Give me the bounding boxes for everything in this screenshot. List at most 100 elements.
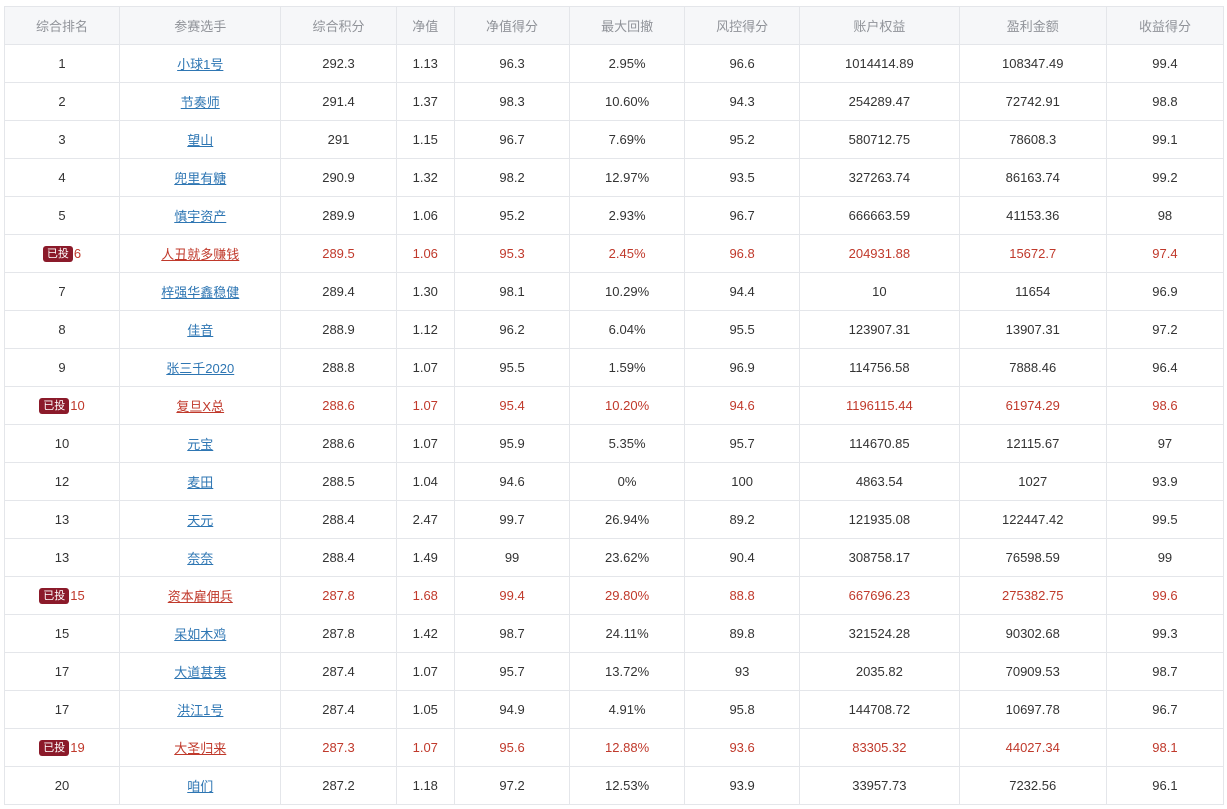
rank-cell: 13	[3, 538, 121, 577]
player-cell: 奈奈	[119, 538, 282, 577]
nav-score-cell: 95.3	[454, 234, 571, 273]
nav-cell: 1.07	[395, 728, 456, 767]
equity-cell: 4863.54	[799, 462, 960, 501]
player-cell: 大道甚夷	[119, 652, 282, 691]
rank-cell: 7	[3, 272, 121, 311]
rank-value: 4	[58, 170, 66, 185]
player-link[interactable]: 大圣归来	[174, 741, 227, 756]
profit-cell: 41153.36	[958, 196, 1107, 235]
player-link[interactable]: 天元	[187, 513, 214, 528]
rank-cell: 20	[3, 766, 121, 805]
nav-score-cell: 98.7	[454, 614, 571, 653]
equity-cell: 321524.28	[799, 614, 960, 653]
column-header-nav-score: 净值得分	[454, 6, 571, 45]
score-cell: 288.5	[280, 462, 397, 501]
risk-score-cell: 90.4	[684, 538, 801, 577]
player-link[interactable]: 望山	[187, 133, 214, 148]
nav-score-cell: 96.3	[454, 44, 571, 83]
table-row: 已投 10 复旦X总 288.6 1.07 95.4 10.20% 94.6 1196115.4…	[3, 386, 1225, 425]
risk-score-cell: 93.5	[684, 158, 801, 197]
player-link[interactable]: 佳音	[187, 323, 214, 338]
player-link[interactable]: 洪江1号	[177, 703, 224, 718]
return-score-cell: 99.1	[1105, 120, 1225, 159]
player-cell: 元宝	[119, 424, 282, 463]
max-drawdown-cell: 2.45%	[569, 234, 686, 273]
nav-cell: 1.06	[395, 234, 456, 273]
max-drawdown-cell: 10.20%	[569, 386, 686, 425]
player-link[interactable]: 麦田	[187, 475, 214, 490]
profit-cell: 10697.78	[958, 690, 1107, 729]
max-drawdown-cell: 4.91%	[569, 690, 686, 729]
column-header-risk-score: 风控得分	[684, 6, 801, 45]
profit-cell: 108347.49	[958, 44, 1107, 83]
nav-cell: 2.47	[395, 500, 456, 539]
score-cell: 287.8	[280, 614, 397, 653]
risk-score-cell: 94.4	[684, 272, 801, 311]
rank-cell: 17	[3, 690, 121, 729]
score-cell: 287.8	[280, 576, 397, 615]
player-cell: 梓强华鑫稳健	[119, 272, 282, 311]
nav-cell: 1.42	[395, 614, 456, 653]
player-cell: 慎宇资产	[119, 196, 282, 235]
player-cell: 佳音	[119, 310, 282, 349]
risk-score-cell: 96.7	[684, 196, 801, 235]
nav-cell: 1.06	[395, 196, 456, 235]
table-row: 8 佳音 288.9 1.12 96.2 6.04% 95.5 123907.31 13907.…	[3, 310, 1225, 349]
player-link[interactable]: 奈奈	[187, 551, 214, 566]
player-link[interactable]: 人丑就多赚钱	[161, 247, 240, 262]
table-body: 1 小球1号 292.3 1.13 96.3 2.95% 96.6 1014414.89 108…	[3, 44, 1225, 805]
rank-value: 13	[54, 512, 70, 527]
nav-score-cell: 95.6	[454, 728, 571, 767]
return-score-cell: 93.9	[1105, 462, 1225, 501]
player-link[interactable]: 小球1号	[177, 57, 224, 72]
player-cell: 天元	[119, 500, 282, 539]
player-link[interactable]: 呆如木鸡	[174, 627, 227, 642]
player-cell: 呆如木鸡	[119, 614, 282, 653]
nav-cell: 1.07	[395, 348, 456, 387]
player-link[interactable]: 慎宇资产	[174, 209, 227, 224]
invested-badge: 已投	[39, 397, 70, 414]
profit-cell: 72742.91	[958, 82, 1107, 121]
table-row: 5 慎宇资产 289.9 1.06 95.2 2.93% 96.7 666663.59 4115…	[3, 196, 1225, 235]
player-link[interactable]: 节奏师	[180, 95, 220, 110]
score-cell: 290.9	[280, 158, 397, 197]
nav-cell: 1.30	[395, 272, 456, 311]
table-row: 17 洪江1号 287.4 1.05 94.9 4.91% 95.8 144708.72 106…	[3, 690, 1225, 729]
return-score-cell: 96.9	[1105, 272, 1225, 311]
return-score-cell: 99.2	[1105, 158, 1225, 197]
return-score-cell: 98	[1105, 196, 1225, 235]
column-header-equity: 账户权益	[799, 6, 960, 45]
return-score-cell: 99.4	[1105, 44, 1225, 83]
rank-value: 7	[58, 284, 66, 299]
equity-cell: 33957.73	[799, 766, 960, 805]
rank-cell: 8	[3, 310, 121, 349]
player-link[interactable]: 元宝	[187, 437, 214, 452]
max-drawdown-cell: 7.69%	[569, 120, 686, 159]
ranking-table: 综合排名 参赛选手 综合积分 净值 净值得分 最大回撤 风控得分 账户权益 盈利…	[3, 6, 1225, 805]
player-link[interactable]: 张三千2020	[166, 361, 235, 376]
player-link[interactable]: 复旦X总	[176, 399, 225, 414]
player-link[interactable]: 兜里有糖	[174, 171, 227, 186]
table-row: 4 兜里有糖 290.9 1.32 98.2 12.97% 93.5 327263.74 861…	[3, 158, 1225, 197]
rank-cell: 12	[3, 462, 121, 501]
column-header-profit: 盈利金额	[958, 6, 1107, 45]
max-drawdown-cell: 6.04%	[569, 310, 686, 349]
nav-score-cell: 95.9	[454, 424, 571, 463]
player-cell: 麦田	[119, 462, 282, 501]
max-drawdown-cell: 12.53%	[569, 766, 686, 805]
equity-cell: 204931.88	[799, 234, 960, 273]
nav-score-cell: 95.4	[454, 386, 571, 425]
rank-cell: 9	[3, 348, 121, 387]
return-score-cell: 98.7	[1105, 652, 1225, 691]
player-link[interactable]: 咱们	[187, 779, 214, 794]
score-cell: 288.8	[280, 348, 397, 387]
nav-cell: 1.12	[395, 310, 456, 349]
table-row: 13 天元 288.4 2.47 99.7 26.94% 89.2 121935.08 1224…	[3, 500, 1225, 539]
return-score-cell: 97.4	[1105, 234, 1225, 273]
player-link[interactable]: 梓强华鑫稳健	[161, 285, 240, 300]
table-row: 12 麦田 288.5 1.04 94.6 0% 100 4863.54 1027 93.9	[3, 462, 1225, 501]
max-drawdown-cell: 5.35%	[569, 424, 686, 463]
player-link[interactable]: 大道甚夷	[174, 665, 227, 680]
player-link[interactable]: 资本雇佣兵	[167, 589, 233, 604]
